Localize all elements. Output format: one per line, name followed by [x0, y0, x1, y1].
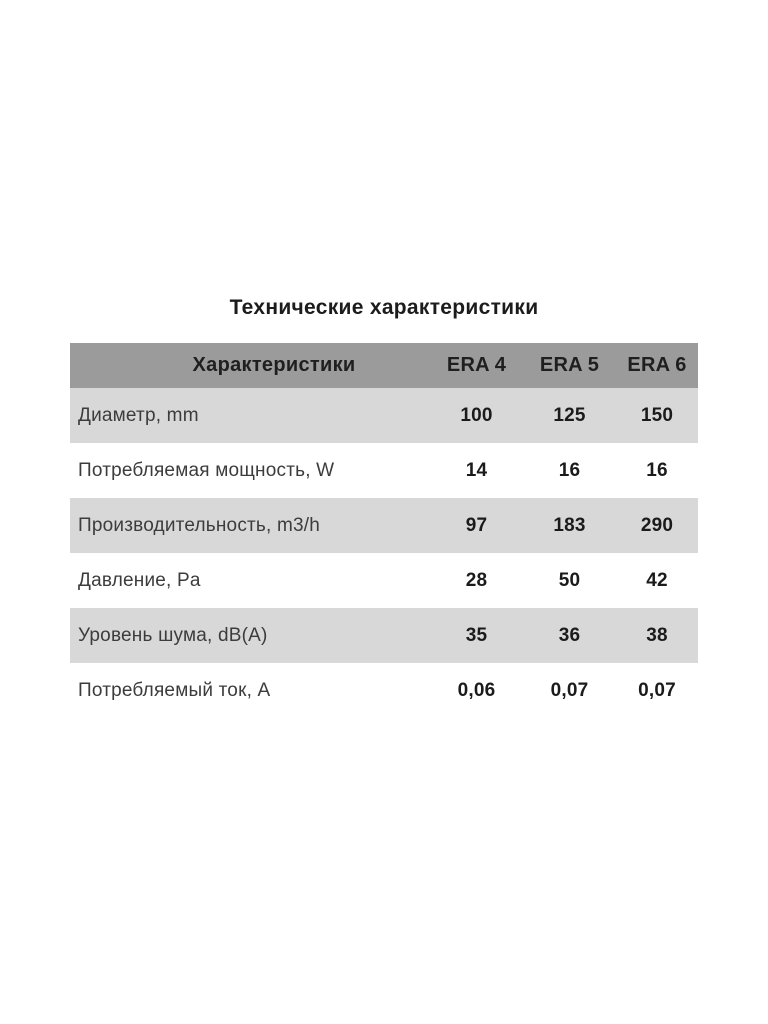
cell-value: 38 [646, 624, 668, 646]
column-header-characteristics: Характеристики [192, 354, 356, 376]
table-header-row: Характеристики ERA 4 ERA 5 ERA 6 [70, 343, 698, 388]
cell-value: 0,07 [638, 679, 676, 701]
row-label: Потребляемый ток, A [78, 679, 271, 701]
cell-value: 150 [640, 404, 674, 426]
cell-value: 14 [465, 459, 488, 481]
cell-value: 0,06 [457, 679, 496, 701]
cell-value: 36 [558, 624, 581, 646]
cell-value: 100 [460, 404, 493, 426]
cell-value: 0,07 [550, 679, 589, 701]
column-header-era-6: ERA 6 [627, 354, 687, 376]
table-row-airflow: Производительность, m3/h 97 183 290 [70, 498, 698, 553]
cell-value: 125 [553, 404, 586, 426]
column-header-era-4: ERA 4 [446, 354, 507, 376]
row-label: Диаметр, mm [78, 404, 199, 426]
cell-value: 183 [553, 514, 586, 536]
cell-value: 97 [465, 514, 488, 536]
row-label: Производительность, m3/h [78, 514, 321, 536]
spec-table: Характеристики ERA 4 ERA 5 ERA 6 Диаметр… [70, 343, 698, 718]
cell-value: 50 [558, 569, 581, 591]
row-label: Потребляемая мощность, W [78, 459, 335, 481]
cell-value: 28 [465, 569, 488, 591]
cell-value: 16 [558, 459, 581, 481]
table-row-noise: Уровень шума, dB(A) 35 36 38 [70, 608, 698, 663]
table-row-pressure: Давление, Pa 28 50 42 [70, 553, 698, 608]
cell-value: 42 [646, 569, 668, 591]
table-row-diameter: Диаметр, mm 100 125 150 [70, 388, 698, 443]
cell-value: 35 [465, 624, 488, 646]
cell-value: 290 [640, 514, 674, 536]
column-header-era-5: ERA 5 [539, 354, 600, 376]
cell-value: 16 [646, 459, 668, 481]
table-row-power: Потребляемая мощность, W 14 16 16 [70, 443, 698, 498]
row-label: Давление, Pa [78, 569, 201, 591]
page-title: Технические характеристики [229, 296, 539, 319]
row-label: Уровень шума, dB(A) [78, 624, 268, 646]
table-row-current: Потребляемый ток, A 0,06 0,07 0,07 [70, 663, 698, 718]
